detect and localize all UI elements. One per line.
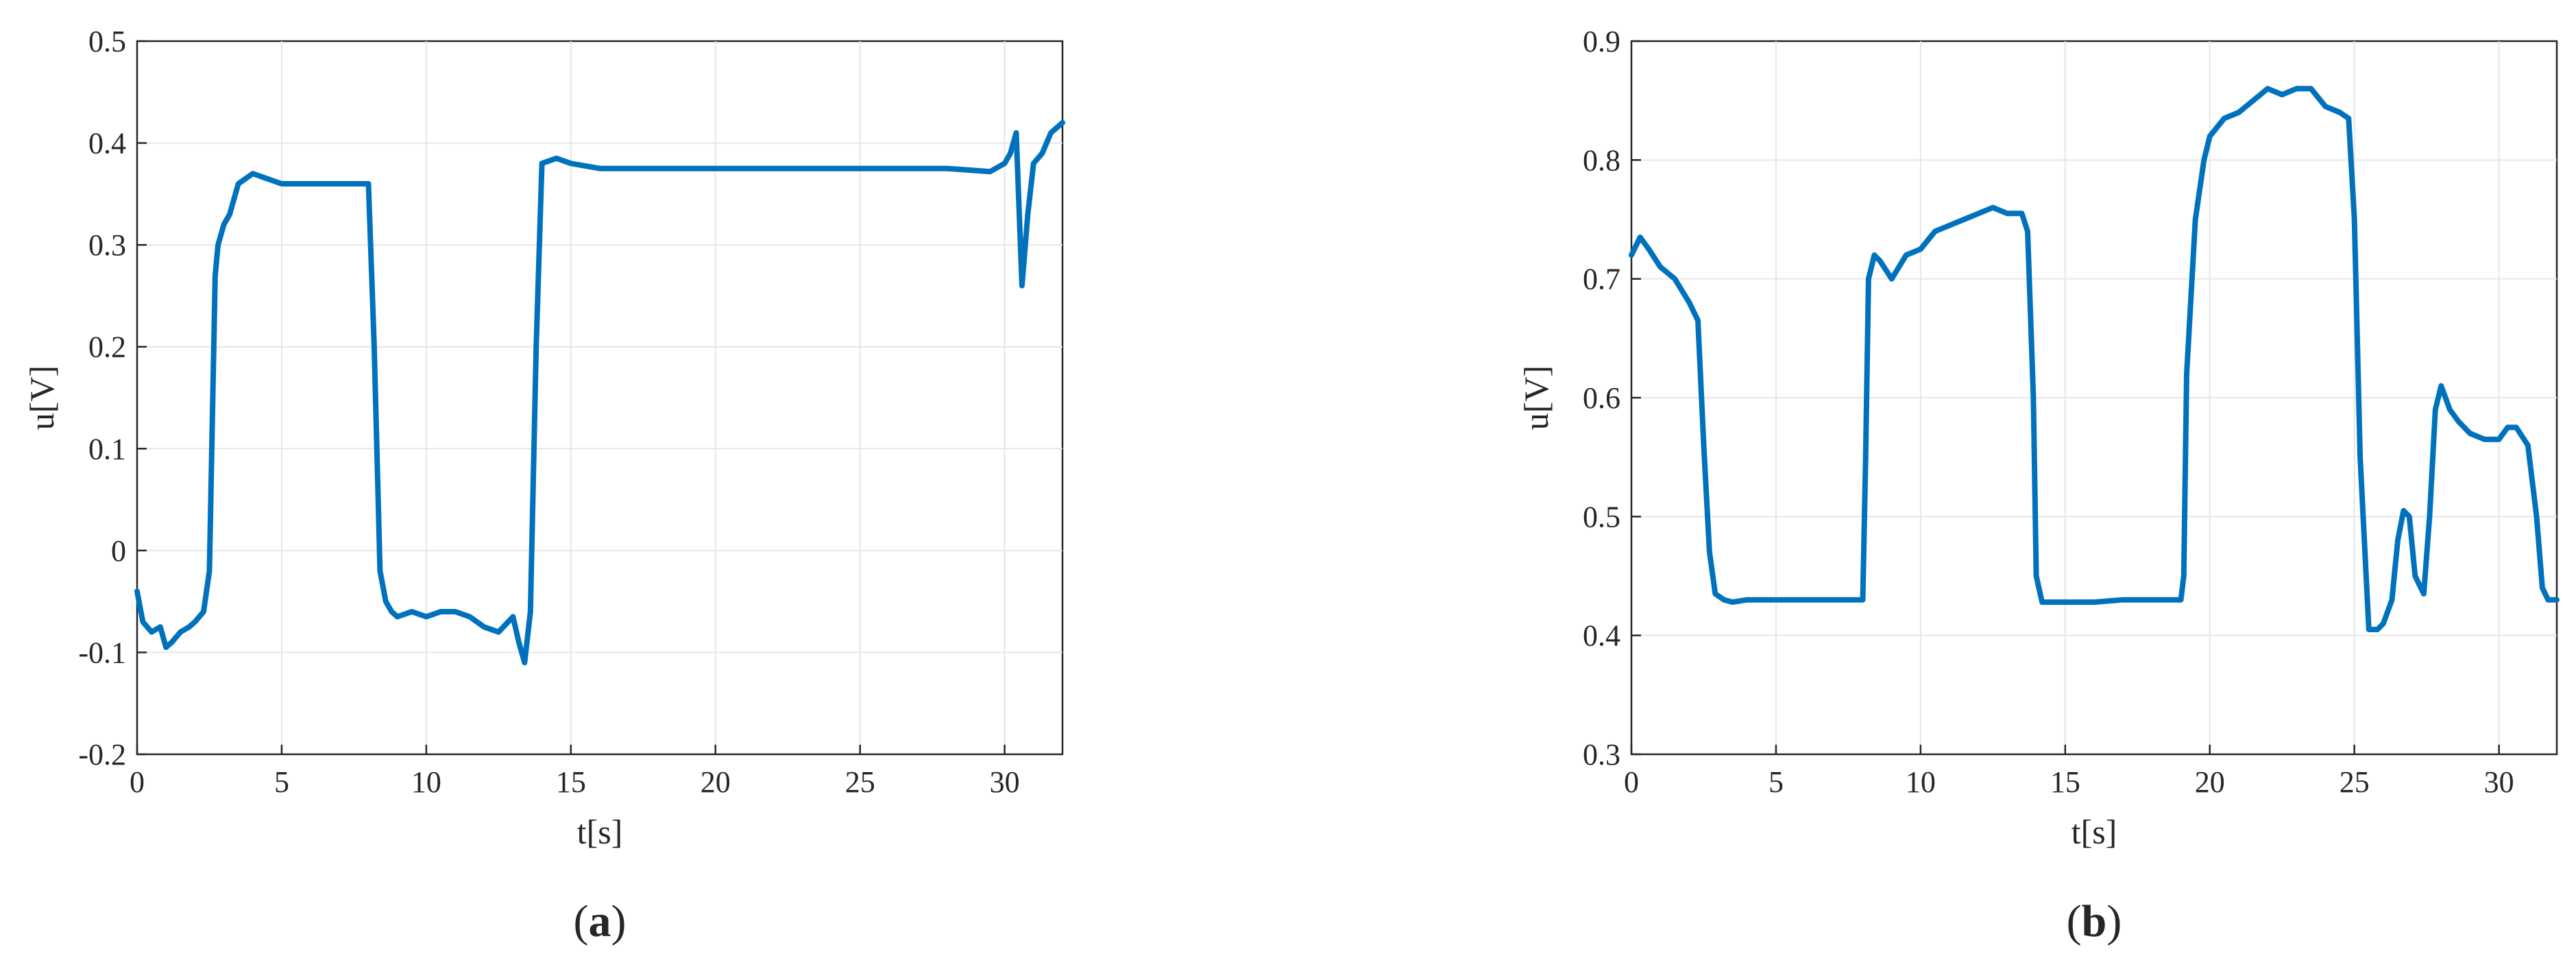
- y-tick-label: 0.8: [1583, 143, 1620, 177]
- ticks-a: 0 5 10 15 20 25 30 -0.2 -0.1 0 0.1 0.2 0.3 0.4 0.5: [78, 25, 1019, 799]
- y-tick-label: 0: [111, 534, 126, 568]
- y-tick-label: -0.2: [78, 738, 126, 771]
- panel-a: 0 5 10 15 20 25 30 -0.2 -0.1 0 0.1 0.2 0.3 0.4 0.5 t[s…: [23, 25, 1065, 946]
- x-tick-label: 0: [1624, 765, 1639, 799]
- x-tick-label: 20: [701, 765, 731, 799]
- plot-area-a: [136, 40, 1064, 756]
- caption-b: (b): [2067, 896, 2122, 946]
- grid-b: [1631, 41, 2557, 754]
- caption-a: (a): [574, 896, 627, 946]
- y-tick-label: 0.4: [88, 127, 126, 160]
- x-tick-label: 25: [845, 765, 875, 799]
- ticks-b: 0 5 10 15 20 25 30 0.3 0.4 0.5 0.6 0.7 0.8 0.9: [1583, 25, 2514, 799]
- x-tick-label: 5: [274, 765, 289, 799]
- panel-b: 0 5 10 15 20 25 30 0.3 0.4 0.5 0.6 0.7 0.8 0.9 t[s] u…: [1517, 25, 2560, 946]
- x-tick-label: 30: [990, 765, 1020, 799]
- x-tick-label: 15: [2050, 765, 2080, 799]
- data-line-a: [134, 119, 1065, 666]
- x-axis-label-a: t[s]: [577, 813, 623, 851]
- x-tick-label: 0: [130, 765, 145, 799]
- x-tick-label: 25: [2340, 765, 2370, 799]
- x-tick-label: 30: [2484, 765, 2514, 799]
- y-axis-label-b: u[V]: [1517, 365, 1555, 430]
- x-tick-label: 10: [411, 765, 441, 799]
- y-tick-label: -0.1: [78, 636, 126, 669]
- y-axis-label-a: u[V]: [23, 365, 61, 430]
- y-tick-label: 0.5: [1583, 500, 1620, 533]
- x-tick-label: 5: [1769, 765, 1784, 799]
- y-tick-label: 0.1: [88, 432, 126, 466]
- x-tick-label: 10: [1906, 765, 1936, 799]
- y-tick-label: 0.9: [1583, 25, 1620, 58]
- y-tick-label: 0.7: [1583, 263, 1620, 296]
- data-line-b: [1629, 86, 2560, 632]
- y-tick-label: 0.6: [1583, 381, 1620, 415]
- y-tick-label: 0.3: [1583, 738, 1620, 771]
- x-axis-label-b: t[s]: [2071, 813, 2117, 851]
- x-tick-label: 20: [2195, 765, 2225, 799]
- y-tick-label: 0.4: [1583, 619, 1620, 653]
- y-tick-label: 0.3: [88, 228, 126, 262]
- y-tick-label: 0.2: [88, 331, 126, 364]
- x-tick-label: 15: [556, 765, 586, 799]
- y-tick-label: 0.5: [88, 25, 126, 58]
